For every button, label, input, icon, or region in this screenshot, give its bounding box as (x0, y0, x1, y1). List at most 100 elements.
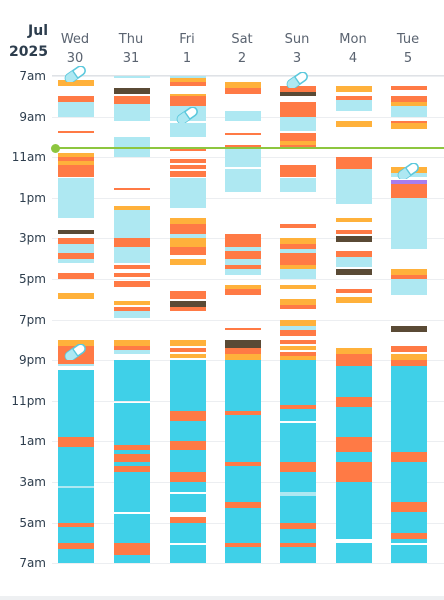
sleep-segment-dark (170, 301, 206, 308)
time-label: 9am (19, 110, 46, 124)
sleep-segment-deep (391, 544, 427, 564)
time-label: 7am (19, 556, 46, 570)
year-label: 2025 (9, 44, 48, 60)
sleep-segment-deep (336, 542, 372, 564)
sleep-segment-awake (280, 345, 316, 351)
capsule-icon[interactable] (395, 162, 421, 181)
sleep-segment-dark (336, 268, 372, 275)
sleep-segment-dark (225, 339, 261, 348)
sleep-segment-deep (114, 461, 150, 466)
sleep-segment-rem (280, 404, 316, 409)
sleep-segment-rem (114, 445, 150, 450)
sleep-segment-rem (391, 86, 427, 91)
sleep-segment-awake (170, 339, 206, 346)
sleep-segment-rem (114, 281, 150, 288)
sleep-segment-light (225, 149, 261, 168)
day-column[interactable] (170, 76, 206, 564)
sleep-segment-rem (225, 88, 261, 95)
sleep-segment-rem (114, 542, 150, 556)
capsule-icon[interactable] (62, 65, 88, 84)
sleep-segment-rem (391, 451, 427, 462)
sleep-segment-deep (170, 421, 206, 442)
sleep-segment-rem (114, 307, 150, 312)
day-header-4[interactable]: Sun 3 (270, 30, 324, 68)
sleep-segment-rem (280, 102, 316, 107)
sleep-segment-rem (170, 165, 206, 170)
sleep-segment-rem (391, 183, 427, 198)
sleep-segment-awake (225, 82, 261, 89)
day-column[interactable] (225, 76, 261, 564)
sleep-segment-awake (336, 218, 372, 223)
day-header-3[interactable]: Sat 2 (215, 30, 269, 68)
day-header-5[interactable]: Mon 4 (326, 30, 380, 68)
sleep-segment-light (58, 486, 94, 489)
weekday-label: Fri (179, 32, 195, 47)
sleep-segment-light (225, 246, 261, 251)
sleep-segment-awake (280, 356, 316, 361)
day-header-6[interactable]: Tue 5 (381, 30, 435, 68)
capsule-icon[interactable] (62, 343, 88, 362)
sleep-segment-rem (170, 307, 206, 312)
sleep-segment-rem (225, 542, 261, 547)
sleep-segment-deep (58, 370, 94, 438)
sleep-segment-dark (114, 88, 150, 95)
sleep-segment-rem (225, 264, 261, 269)
sleep-segment-deep (391, 538, 427, 543)
sleep-segment-rem (336, 96, 372, 101)
time-label: 9pm (19, 353, 46, 367)
sleep-segment-deep (58, 488, 94, 523)
day-header-1[interactable]: Thu 31 (104, 30, 158, 68)
sleep-segment-deep (58, 526, 94, 543)
sleep-segment-light (58, 177, 94, 219)
sleep-segment-rem (336, 250, 372, 257)
sleep-segment-light (225, 110, 261, 121)
sleep-segment-deep (170, 522, 206, 543)
sleep-segment-rem (58, 96, 94, 103)
sleep-segment-awake (336, 348, 372, 355)
sleep-segment-light (391, 106, 427, 117)
sleep-segment-awake (114, 205, 150, 210)
sleep-segment-rem (336, 360, 372, 367)
day-header-2[interactable]: Fri 1 (160, 30, 214, 68)
sleep-segment-awake (114, 301, 150, 306)
sleep-segment-light (280, 116, 316, 131)
sleep-segment-rem (280, 339, 316, 344)
sleep-segment-light (170, 122, 206, 137)
sleep-segment-light (391, 238, 427, 249)
sleep-segment-rem (114, 187, 150, 190)
sleep-segment-deep (170, 449, 206, 472)
sleep-segment-awake (336, 86, 372, 93)
bottom-bar (0, 596, 444, 600)
sleep-segment-rem (336, 437, 372, 452)
time-label: 3pm (19, 231, 46, 245)
sleep-segment-rem (170, 516, 206, 523)
sleep-segment-deep (170, 494, 206, 513)
weekday-label: Wed (60, 32, 90, 47)
day-header-0[interactable]: Wed 30 (48, 30, 102, 68)
day-column[interactable] (336, 76, 372, 564)
sleep-segment-light (280, 268, 316, 279)
day-column[interactable] (391, 76, 427, 564)
sleep-segment-light (58, 102, 94, 117)
sleep-segment-rem (280, 244, 316, 249)
sleep-segment-awake (58, 161, 94, 166)
time-label: 5pm (19, 272, 46, 286)
day-column[interactable] (280, 76, 316, 564)
sleep-segment-light (114, 311, 150, 318)
sleep-segment-deep (114, 402, 150, 446)
capsule-icon[interactable] (174, 105, 200, 125)
sleep-segment-rem (280, 165, 316, 178)
day-column[interactable] (58, 76, 94, 564)
sleep-segment-awake (391, 268, 427, 275)
sleep-segment-rem (225, 348, 261, 355)
sleep-segment-rem (114, 453, 150, 462)
sleep-segment-rem (170, 171, 206, 178)
time-label: 11am (11, 150, 46, 164)
sleep-segment-awake (170, 218, 206, 225)
sleep-segment-deep (170, 482, 206, 493)
day-column[interactable] (114, 76, 150, 564)
capsule-icon[interactable] (284, 71, 310, 90)
sleep-segment-rem (225, 234, 261, 239)
sleep-segment-deep (114, 449, 150, 454)
date-label: 2 (237, 51, 247, 66)
